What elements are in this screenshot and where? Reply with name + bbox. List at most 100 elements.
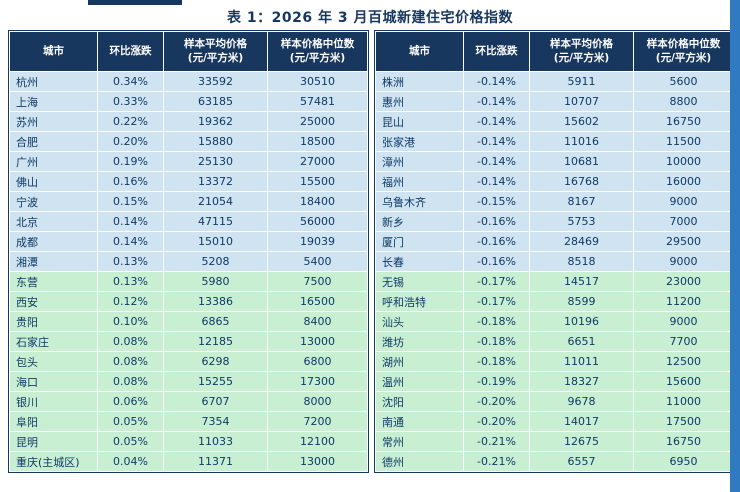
table-row: 阜阳 0.05% 7354 7200: [9, 411, 368, 432]
cell-median-price: 5400: [267, 251, 368, 272]
table-row: 温州 -0.19% 18327 15600: [375, 371, 734, 392]
column-header-change: 环比涨跌: [97, 31, 164, 72]
cell-city: 西安: [9, 291, 98, 312]
column-header-avg-price-label: 样本平均价格: [184, 37, 247, 50]
cell-avg-price: 18327: [529, 371, 634, 392]
cell-city: 阜阳: [9, 411, 98, 432]
cell-change: -0.17%: [463, 291, 530, 312]
cell-median-price: 6950: [633, 451, 734, 472]
table-row: 汕头 -0.18% 10196 9000: [375, 311, 734, 332]
cell-city: 佛山: [9, 171, 98, 192]
cell-change: -0.20%: [463, 391, 530, 412]
cell-city: 广州: [9, 151, 98, 172]
cell-avg-price: 15880: [163, 131, 268, 152]
table-row: 呼和浩特 -0.17% 8599 11200: [375, 291, 734, 312]
cell-city: 石家庄: [9, 331, 98, 352]
table-row: 长春 -0.16% 8518 9000: [375, 251, 734, 272]
cell-change: -0.15%: [463, 191, 530, 212]
cell-city: 惠州: [375, 91, 464, 112]
table-row: 湖州 -0.18% 11011 12500: [375, 351, 734, 372]
table-row: 西安 0.12% 13386 16500: [9, 291, 368, 312]
cell-median-price: 56000: [267, 211, 368, 232]
cell-median-price: 16500: [267, 291, 368, 312]
cell-change: 0.15%: [97, 191, 164, 212]
cell-median-price: 7000: [633, 211, 734, 232]
cell-avg-price: 28469: [529, 231, 634, 252]
cell-median-price: 17300: [267, 371, 368, 392]
cell-city: 乌鲁木齐: [375, 191, 464, 212]
cell-city: 银川: [9, 391, 98, 412]
cell-median-price: 16000: [633, 171, 734, 192]
cell-avg-price: 11371: [163, 451, 268, 472]
cell-change: 0.05%: [97, 411, 164, 432]
cell-avg-price: 21054: [163, 191, 268, 212]
cell-city: 南通: [375, 411, 464, 432]
table-row: 沈阳 -0.20% 9678 11000: [375, 391, 734, 412]
cell-change: -0.16%: [463, 251, 530, 272]
right-scroll-strip[interactable]: [730, 0, 740, 492]
cell-city: 长春: [375, 251, 464, 272]
cell-city: 重庆(主城区): [9, 451, 98, 472]
cell-change: 0.08%: [97, 351, 164, 372]
table-row: 贵阳 0.10% 6865 8400: [9, 311, 368, 332]
cell-avg-price: 6557: [529, 451, 634, 472]
cell-change: -0.14%: [463, 151, 530, 172]
cell-avg-price: 10196: [529, 311, 634, 332]
cell-change: -0.14%: [463, 171, 530, 192]
cell-change: -0.14%: [463, 111, 530, 132]
column-header-avg-price: 样本平均价格 (元/平方米): [163, 31, 268, 72]
cell-median-price: 9000: [633, 191, 734, 212]
table-row: 上海 0.33% 63185 57481: [9, 91, 368, 112]
cell-change: 0.05%: [97, 431, 164, 452]
cell-avg-price: 16768: [529, 171, 634, 192]
cell-median-price: 15600: [633, 371, 734, 392]
column-header-median-price-unit: (元/平方米): [655, 51, 712, 64]
cell-change: -0.17%: [463, 271, 530, 292]
cell-avg-price: 10681: [529, 151, 634, 172]
cell-city: 包头: [9, 351, 98, 372]
table-row: 福州 -0.14% 16768 16000: [375, 171, 734, 192]
cell-avg-price: 11016: [529, 131, 634, 152]
table-row: 银川 0.06% 6707 8000: [9, 391, 368, 412]
table-row: 潍坊 -0.18% 6651 7700: [375, 331, 734, 352]
cell-avg-price: 47115: [163, 211, 268, 232]
price-table-right-grid: 城市 环比涨跌 样本平均价格 (元/平方米) 样本价格中位数 (元/平方米) 株…: [375, 31, 734, 472]
cell-change: 0.20%: [97, 131, 164, 152]
table-row: 广州 0.19% 25130 27000: [9, 151, 368, 172]
cell-avg-price: 7354: [163, 411, 268, 432]
cell-avg-price: 10707: [529, 91, 634, 112]
cell-change: 0.33%: [97, 91, 164, 112]
cell-avg-price: 11011: [529, 351, 634, 372]
cell-median-price: 10000: [633, 151, 734, 172]
cell-median-price: 16750: [633, 111, 734, 132]
cell-avg-price: 15602: [529, 111, 634, 132]
cell-avg-price: 6651: [529, 331, 634, 352]
header-row: 城市 环比涨跌 样本平均价格 (元/平方米) 样本价格中位数 (元/平方米): [375, 31, 734, 72]
cell-city: 苏州: [9, 111, 98, 132]
cell-city: 新乡: [375, 211, 464, 232]
cell-median-price: 23000: [633, 271, 734, 292]
cell-change: 0.04%: [97, 451, 164, 472]
cell-city: 昆山: [375, 111, 464, 132]
table-row: 德州 -0.21% 6557 6950: [375, 451, 734, 472]
cell-change: 0.08%: [97, 371, 164, 392]
cell-city: 福州: [375, 171, 464, 192]
cell-median-price: 11500: [633, 131, 734, 152]
cell-city: 潍坊: [375, 331, 464, 352]
cell-change: 0.12%: [97, 291, 164, 312]
table-row: 重庆(主城区) 0.04% 11371 13000: [9, 451, 368, 472]
cell-median-price: 13000: [267, 331, 368, 352]
cell-city: 成都: [9, 231, 98, 252]
cell-median-price: 8400: [267, 311, 368, 332]
cell-avg-price: 14517: [529, 271, 634, 292]
cell-avg-price: 8167: [529, 191, 634, 212]
table-row: 常州 -0.21% 12675 16750: [375, 431, 734, 452]
table-row: 成都 0.14% 15010 19039: [9, 231, 368, 252]
cell-avg-price: 11033: [163, 431, 268, 452]
table-row: 海口 0.08% 15255 17300: [9, 371, 368, 392]
cell-avg-price: 13372: [163, 171, 268, 192]
price-table-right: 城市 环比涨跌 样本平均价格 (元/平方米) 样本价格中位数 (元/平方米) 株…: [374, 30, 735, 473]
cell-avg-price: 6707: [163, 391, 268, 412]
column-header-avg-price-label: 样本平均价格: [550, 37, 613, 50]
table-row: 无锡 -0.17% 14517 23000: [375, 271, 734, 292]
